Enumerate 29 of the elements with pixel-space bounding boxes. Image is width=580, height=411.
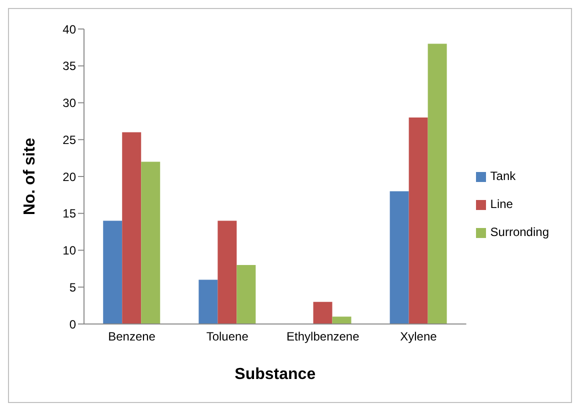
bar bbox=[122, 132, 142, 324]
legend-label: Surronding bbox=[490, 225, 549, 239]
bar bbox=[390, 191, 409, 324]
bar bbox=[218, 220, 237, 324]
bar bbox=[332, 316, 352, 324]
y-tick-label: 10 bbox=[62, 244, 76, 258]
y-tick-label: 20 bbox=[62, 170, 76, 184]
y-tick-label: 5 bbox=[69, 280, 76, 294]
bar bbox=[141, 162, 160, 324]
legend-label: Line bbox=[490, 197, 513, 211]
bar bbox=[236, 265, 256, 324]
bar bbox=[103, 220, 122, 324]
y-tick-label: 35 bbox=[62, 59, 76, 74]
x-tick-label: Xylene bbox=[400, 330, 438, 344]
legend-label: Tank bbox=[490, 169, 516, 183]
bar bbox=[313, 302, 332, 324]
y-tick-label: 15 bbox=[62, 206, 76, 221]
y-tick-label: 25 bbox=[62, 132, 76, 147]
bar bbox=[408, 118, 428, 324]
y-tick-label: 30 bbox=[62, 96, 76, 110]
y-axis-title: No. of site bbox=[22, 138, 39, 216]
x-tick-label: Ethylbenzene bbox=[286, 330, 360, 344]
y-tick-label: 0 bbox=[69, 317, 76, 332]
x-axis-title: Substance bbox=[234, 366, 316, 383]
bar bbox=[198, 280, 218, 324]
x-tick-label: Toluene bbox=[206, 330, 249, 344]
x-tick-label: Benzene bbox=[108, 330, 156, 344]
bar bbox=[428, 44, 447, 324]
y-tick-label: 40 bbox=[62, 22, 76, 36]
